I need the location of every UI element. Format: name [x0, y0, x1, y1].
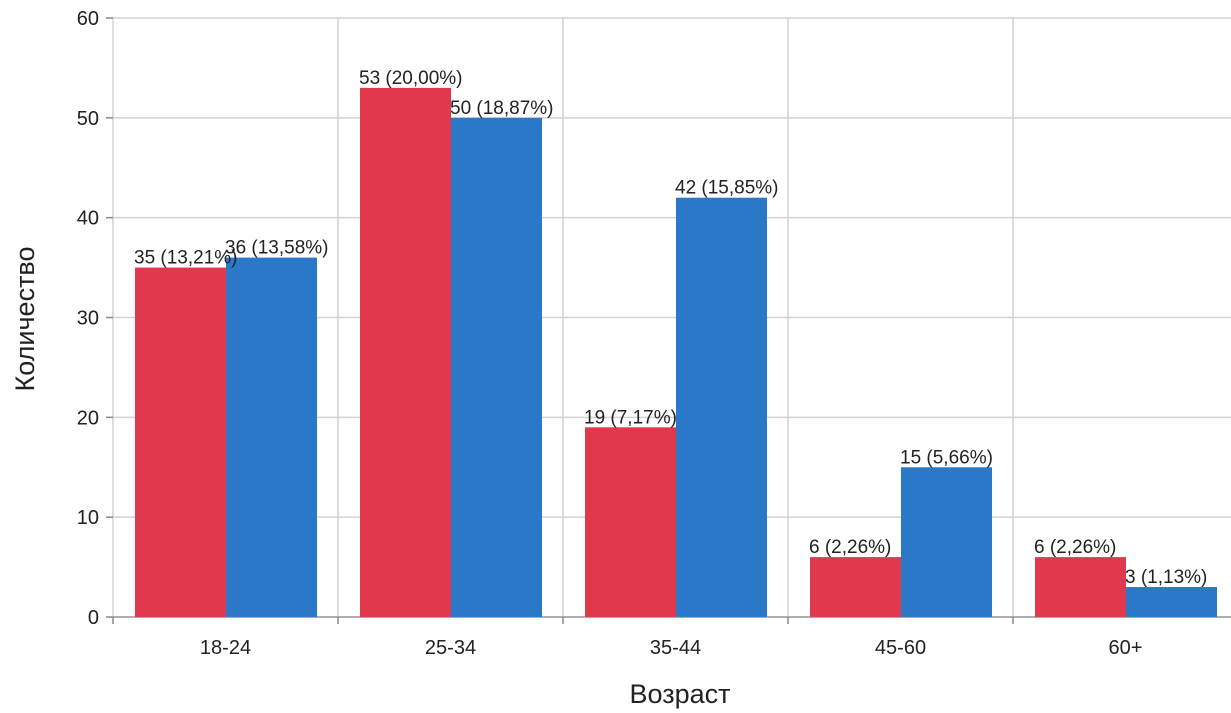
- x-axis-title: Возраст: [630, 679, 731, 709]
- bars: [135, 87, 1217, 618]
- bar-series2-18-24: [226, 257, 317, 617]
- y-tick-label: 40: [77, 208, 99, 230]
- bar-series2-35-44: [676, 197, 767, 617]
- x-tick-label: 25-34: [425, 637, 476, 659]
- data-labels: 35 (13,21%) 53 (20,00%) 19 (7,17%) 6 (2,26%…: [134, 68, 1207, 588]
- y-tick-label: 60: [77, 8, 99, 30]
- x-tick-label: 35-44: [650, 637, 701, 659]
- y-tick-label: 30: [77, 308, 99, 330]
- y-tick-label: 0: [88, 607, 99, 629]
- x-tick-label: 60+: [1109, 637, 1143, 659]
- x-tick-label: 45-60: [875, 637, 926, 659]
- bar-series1-45-60: [810, 557, 901, 617]
- data-label: 6 (2,26%): [1034, 537, 1116, 558]
- data-label: 53 (20,00%): [359, 68, 463, 89]
- data-label: 36 (13,58%): [225, 238, 329, 259]
- y-axis-ticks: 0 10 20 30 40 50 60: [77, 8, 113, 629]
- data-label: 6 (2,26%): [809, 537, 891, 558]
- data-label: 19 (7,17%): [584, 407, 677, 428]
- bar-series2-25-34: [451, 117, 542, 617]
- bar-series1-25-34: [360, 87, 451, 618]
- y-tick-label: 50: [77, 108, 99, 130]
- x-axis-ticks: 18-24 25-34 35-44 45-60 60+: [112, 617, 1143, 659]
- y-tick-label: 20: [77, 407, 99, 429]
- bar-series1-35-44: [585, 427, 676, 617]
- data-label: 3 (1,13%): [1125, 567, 1207, 588]
- bar-series1-60+: [1035, 557, 1126, 617]
- bar-series2-45-60: [901, 467, 992, 617]
- bar-series1-18-24: [135, 267, 226, 617]
- data-label: 42 (15,85%): [675, 178, 779, 199]
- x-tick-label: 18-24: [200, 637, 251, 659]
- data-label: 35 (13,21%): [134, 248, 238, 269]
- data-label: 15 (5,66%): [900, 447, 993, 468]
- y-tick-label: 10: [77, 507, 99, 529]
- bar-series2-60+: [1126, 587, 1217, 617]
- data-label: 50 (18,87%): [450, 98, 554, 119]
- y-axis-title: Количество: [10, 247, 40, 392]
